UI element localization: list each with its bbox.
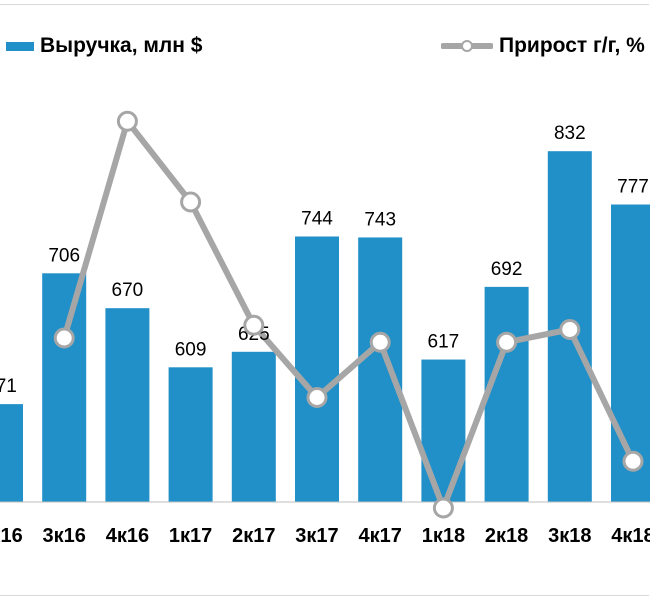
legend-item-revenue: Выручка, млн $ bbox=[6, 34, 202, 58]
x-tick-label-1к18: 1к18 bbox=[422, 525, 465, 547]
legend-swatch-revenue bbox=[6, 41, 34, 51]
data-label-4к17: 743 bbox=[364, 209, 396, 230]
x-tick-label-2к18: 2к18 bbox=[485, 525, 528, 547]
bar-2к18 bbox=[484, 286, 529, 502]
growth-marker-3к16 bbox=[53, 327, 75, 349]
growth-marker-2к18 bbox=[496, 331, 518, 353]
legend-label-growth: Прирост г/г, % bbox=[499, 34, 645, 57]
bar-3к17 bbox=[295, 236, 339, 502]
legend-label-revenue: Выручка, млн $ bbox=[40, 34, 203, 57]
legend-item-growth: Прирост г/г, % bbox=[441, 34, 645, 58]
data-label-4к16: 670 bbox=[112, 280, 144, 301]
data-label-4к18: 777 bbox=[617, 177, 649, 198]
chart-frame bbox=[0, 4, 649, 596]
growth-marker-2к17 bbox=[243, 314, 265, 336]
growth-marker-3к18 bbox=[559, 319, 581, 340]
x-tick-label-4к17: 4к17 bbox=[359, 525, 402, 547]
bar-1к17 bbox=[168, 367, 213, 502]
data-label-3к16: 706 bbox=[48, 245, 80, 266]
growth-marker-1к18 bbox=[432, 497, 454, 519]
growth-marker-4к16 bbox=[116, 110, 138, 132]
data-label-1к17: 609 bbox=[175, 339, 207, 360]
growth-marker-3к17 bbox=[306, 387, 328, 408]
growth-line bbox=[61, 118, 636, 511]
x-tick-label-2к17: 2к17 bbox=[232, 525, 275, 547]
x-tick-label-4к18: 4к18 bbox=[611, 525, 650, 547]
bar-3к16 bbox=[42, 273, 87, 502]
bar-2к17 bbox=[231, 351, 276, 502]
bar-2к16 bbox=[0, 404, 23, 502]
data-label-2к16: 571 bbox=[0, 376, 17, 397]
data-label-1к18: 617 bbox=[428, 332, 460, 353]
bar-4к16 bbox=[105, 308, 150, 502]
x-tick-label-3к16: 3к16 bbox=[43, 525, 86, 547]
legend-swatch-growth bbox=[441, 39, 493, 53]
x-tick-label-3к18: 3к18 bbox=[548, 525, 591, 547]
growth-marker-4к17 bbox=[369, 331, 391, 353]
x-tick-label-1к17: 1к17 bbox=[169, 525, 212, 547]
data-label-3к17: 744 bbox=[301, 208, 333, 229]
data-label-2к18: 692 bbox=[491, 259, 523, 280]
x-tick-label-4к16: 4к16 bbox=[106, 525, 149, 547]
bar-4к17 bbox=[358, 237, 403, 502]
data-label-3к18: 832 bbox=[554, 123, 586, 144]
growth-marker-4к18 bbox=[622, 450, 644, 472]
x-tick-label-3к17: 3к17 bbox=[295, 525, 338, 547]
x-tick-label-2к16: 2к16 bbox=[0, 525, 23, 547]
growth-marker-1к17 bbox=[180, 191, 202, 213]
bar-1к18 bbox=[421, 359, 466, 502]
